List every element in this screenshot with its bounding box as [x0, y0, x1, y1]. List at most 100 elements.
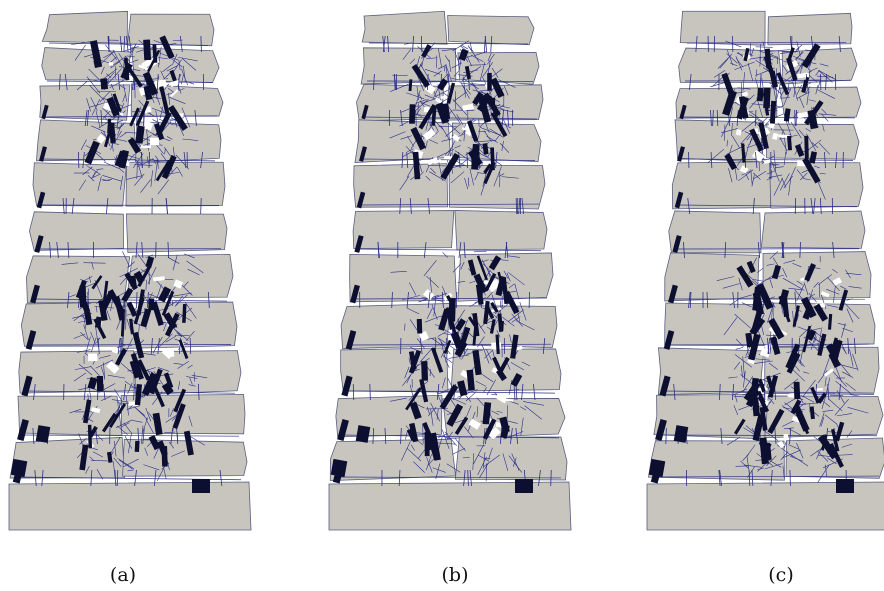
contact-force-bar — [145, 256, 155, 269]
contact-force-bar — [129, 318, 135, 335]
contact-line — [157, 179, 169, 195]
contact-line — [733, 361, 741, 370]
contact-line — [116, 425, 128, 435]
contact-line — [119, 35, 123, 53]
contact-line — [788, 178, 792, 196]
contact-line — [441, 377, 446, 389]
contact-line — [146, 291, 149, 309]
contact-line — [429, 171, 446, 182]
contact-line — [735, 55, 743, 71]
contact-force-bar — [103, 131, 112, 148]
panel-a — [5, 0, 285, 591]
contact-line — [151, 391, 163, 405]
contact-line — [783, 87, 792, 107]
contact-line — [783, 136, 787, 155]
masonry-block — [447, 15, 535, 46]
contact-line — [382, 35, 385, 53]
contact-line — [484, 348, 495, 359]
contact-line — [41, 469, 44, 487]
contact-line — [100, 66, 105, 75]
contact-line — [182, 138, 199, 141]
contact-line — [809, 68, 811, 78]
contact-line — [678, 158, 854, 161]
contact-line — [82, 151, 85, 169]
contact-force-bar — [84, 311, 93, 326]
contact-line — [504, 241, 508, 259]
contact-line — [841, 347, 848, 355]
contact-line — [352, 383, 355, 401]
contact-line — [490, 35, 493, 53]
contact-line — [654, 475, 880, 478]
contact-force-bar — [137, 359, 151, 381]
contact-line — [738, 294, 752, 299]
contact-line — [163, 468, 167, 480]
contact-line — [437, 331, 447, 337]
contact-force-bar — [748, 333, 761, 361]
contact-line — [110, 83, 114, 91]
contact-line — [158, 46, 162, 68]
contact-line — [435, 442, 456, 445]
contact-force-bar — [428, 439, 439, 461]
contact-line — [832, 241, 835, 259]
contact-line — [61, 262, 79, 265]
contact-force-bar — [771, 264, 781, 280]
contact-line — [683, 241, 685, 259]
masonry-block — [29, 211, 124, 251]
contact-line — [483, 387, 487, 393]
contact-line — [477, 172, 487, 175]
contact-line — [783, 259, 796, 264]
contact-line — [491, 410, 499, 415]
contact-line — [465, 391, 477, 402]
contact-line — [802, 178, 811, 181]
contact-line — [506, 272, 511, 282]
masonry-block — [765, 123, 860, 160]
contact-force-bar — [408, 349, 422, 374]
contact-line — [164, 148, 166, 155]
contact-line — [454, 51, 460, 64]
contact-line — [725, 40, 742, 48]
contact-line — [510, 362, 525, 371]
contact-line — [514, 283, 520, 300]
wall-blocks — [328, 10, 572, 531]
contact-line — [407, 148, 414, 153]
contact-force-bar — [30, 284, 40, 304]
contact-line — [149, 158, 160, 162]
contact-line — [484, 35, 488, 53]
crack-opening — [735, 129, 742, 136]
base-slab — [8, 481, 252, 531]
contact-line — [188, 415, 193, 427]
masonry-block — [349, 253, 458, 303]
contact-line — [83, 383, 87, 401]
contact-force-bar — [483, 300, 490, 325]
contact-line — [478, 454, 490, 462]
contact-line — [144, 447, 148, 456]
contact-line — [451, 62, 462, 69]
contact-line — [508, 255, 520, 258]
contact-line — [184, 80, 195, 85]
contact-force-bar — [17, 419, 29, 441]
contact-force-bar — [409, 422, 419, 443]
masonry-block — [41, 47, 131, 81]
contact-line — [406, 374, 412, 384]
contact-line — [471, 54, 484, 62]
contact-line — [430, 167, 436, 174]
contact-line — [427, 197, 431, 215]
contact-line — [802, 379, 816, 398]
contact-line — [468, 332, 474, 338]
contact-force-bar — [749, 316, 766, 336]
contact-line — [123, 84, 128, 102]
contact-line — [849, 348, 854, 367]
contact-line — [831, 370, 847, 387]
contact-line — [148, 151, 151, 169]
contact-line — [191, 375, 208, 379]
contact-force-bar — [410, 126, 427, 151]
contact-line — [166, 460, 170, 471]
contact-line — [816, 89, 836, 99]
crack-opening — [487, 278, 502, 293]
contact-force-bar — [124, 272, 138, 291]
contact-line — [503, 270, 509, 280]
contact-line — [750, 169, 753, 186]
contact-force-bar — [454, 318, 466, 332]
contact-force-bar — [778, 295, 791, 323]
contact-line — [502, 453, 509, 471]
